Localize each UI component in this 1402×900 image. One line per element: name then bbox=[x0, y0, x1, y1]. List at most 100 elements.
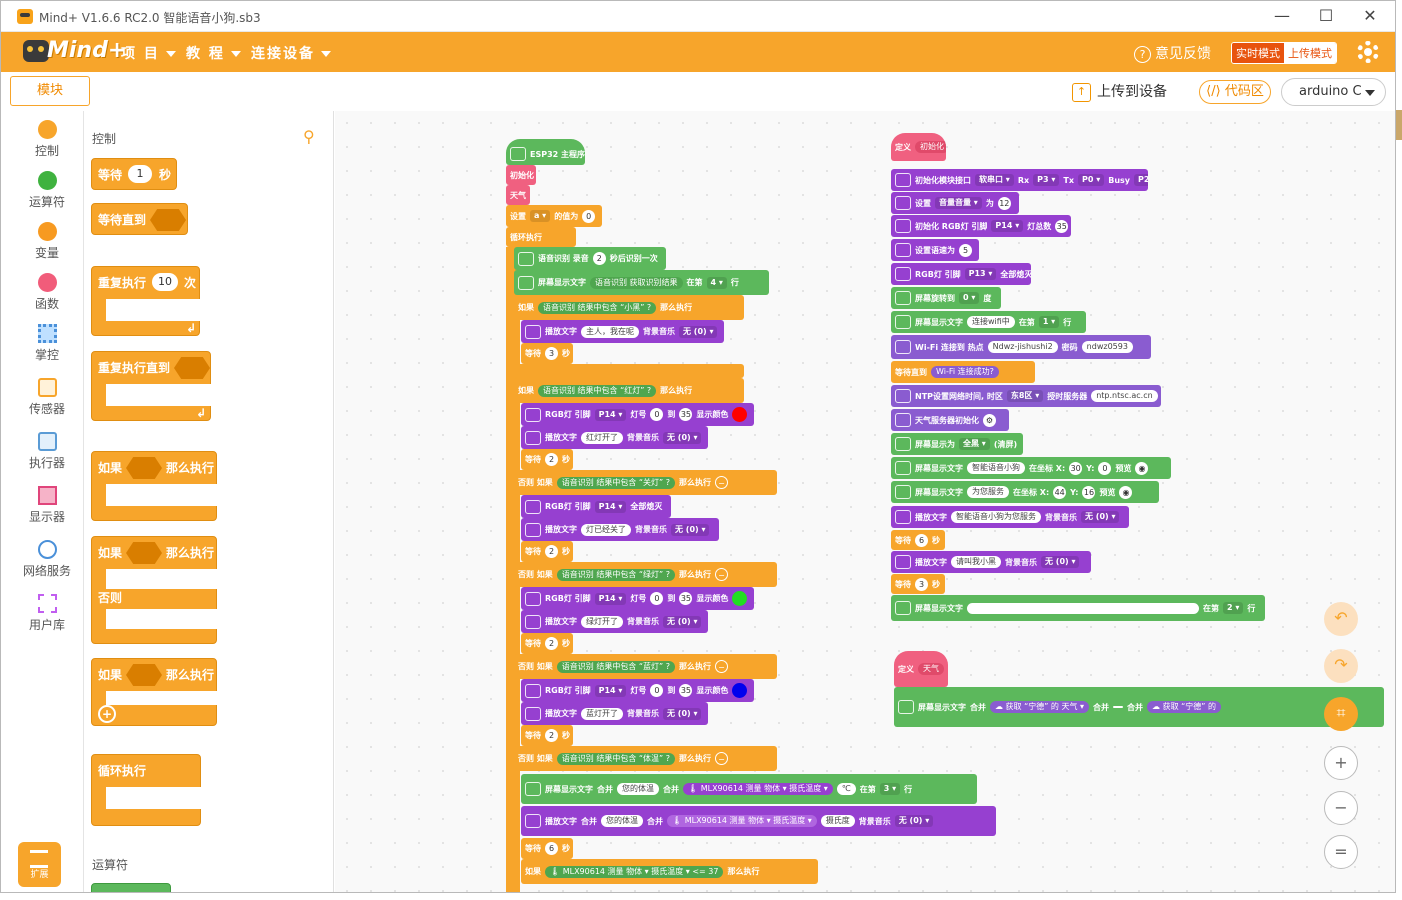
upload-to-device-button[interactable]: ↑ 上传到设备 bbox=[1072, 81, 1167, 102]
block-rgb-red[interactable]: RGB灯 引脚 P14 ▾ 灯号 0 到 35 显示颜色 bbox=[521, 403, 754, 426]
mode-switch[interactable]: 实时模式 上传模式 bbox=[1231, 42, 1337, 64]
eye-icon[interactable]: ◉ bbox=[1135, 461, 1149, 475]
color-swatch-blue[interactable] bbox=[732, 683, 748, 698]
block-wait-2c[interactable]: 等待 2 秒 bbox=[521, 633, 573, 654]
extension-button[interactable]: 扩展 bbox=[18, 842, 61, 887]
block-if-then-plus[interactable]: 如果 那么执行 + bbox=[91, 658, 218, 726]
block-say-intro[interactable]: 播放文字 智能语音小狗为您服务 背景音乐无 (0) ▾ bbox=[891, 506, 1129, 528]
block-elif-temp[interactable]: 否则 如果 语音识别 结果中包含 “体温” ? 那么执行 − bbox=[514, 746, 777, 771]
block-say-blue[interactable]: 播放文字 蓝灯开了 背景音乐无 (0) ▾ bbox=[521, 702, 708, 725]
block-wait-2d[interactable]: 等待 2 秒 bbox=[521, 725, 573, 746]
zoom-in-button[interactable]: + bbox=[1324, 746, 1358, 780]
category-actuators[interactable]: 执行器 bbox=[10, 432, 84, 471]
eye-icon[interactable]: ◉ bbox=[1119, 485, 1133, 499]
block-if-red[interactable]: 如果 语音识别 结果中包含 “红灯” ? 那么执行 bbox=[514, 378, 744, 403]
menu-project[interactable]: 项 目 bbox=[121, 43, 176, 63]
color-swatch-red[interactable] bbox=[732, 407, 748, 422]
block-elif-off[interactable]: 否则 如果 语音识别 结果中包含 “关灯” ? 那么执行 − bbox=[514, 470, 777, 495]
block-say-temp[interactable]: 播放文字 合并 您的体温 合并 🌡 MLX90614 测量 物体 ▾ 摄氏温度 ▾ 摄氏度… bbox=[521, 806, 996, 836]
block-screen-rotate[interactable]: 屏幕旋转到 0 ▾ 度 bbox=[891, 287, 1001, 309]
upload-mode-tab[interactable]: 上传模式 bbox=[1284, 43, 1336, 63]
block-set-volume[interactable]: 设置 音量音量 ▾ 为 12 bbox=[891, 192, 1019, 214]
close-button[interactable]: ✕ bbox=[1363, 6, 1377, 25]
block-wait-6b[interactable]: 等待 6 秒 bbox=[891, 530, 945, 550]
minimize-button[interactable]: — bbox=[1274, 6, 1290, 25]
device-select[interactable]: arduino C bbox=[1281, 78, 1386, 106]
block-wait-3b[interactable]: 等待 3 秒 bbox=[891, 574, 945, 594]
block-set-variable[interactable]: 设置 a ▾ 的值为 0 bbox=[506, 205, 602, 227]
menu-connect-device[interactable]: 连接设备 bbox=[251, 43, 331, 63]
block-rgb-off[interactable]: RGB灯 引脚 P14 ▾ 全部熄灭 bbox=[521, 495, 671, 518]
block-forever-loop[interactable]: 循环执行 bbox=[506, 227, 576, 247]
block-if-then[interactable]: 如果 那么执行 bbox=[91, 451, 218, 521]
block-elif-green[interactable]: 否则 如果 语音识别 结果中包含 “绿灯” ? 那么执行 − bbox=[514, 562, 777, 587]
block-esp32-main[interactable]: ESP32 主程序 bbox=[506, 139, 585, 165]
block-define-weather[interactable]: 定义 天气 bbox=[894, 651, 948, 687]
block-forever[interactable]: 循环执行 bbox=[91, 754, 202, 826]
category-operators[interactable]: 运算符 bbox=[10, 171, 84, 210]
category-functions[interactable]: 函数 bbox=[10, 273, 84, 312]
live-mode-tab[interactable]: 实时模式 bbox=[1232, 43, 1284, 63]
block-wait-2b[interactable]: 等待 2 秒 bbox=[521, 541, 573, 562]
block-if-temp-check[interactable]: 如果 🌡 MLX90614 测量 物体 ▾ 摄氏温度 ▾ <= 37 那么执行 bbox=[521, 859, 818, 884]
maximize-button[interactable]: ☐ bbox=[1318, 6, 1334, 25]
block-display-result[interactable]: 屏幕显示文字 语音识别 获取识别结果 在第 4 ▾ 行 bbox=[514, 270, 769, 295]
block-wait-until[interactable]: 等待直到 bbox=[91, 203, 188, 235]
feedback-button[interactable]: ? 意见反馈 bbox=[1134, 43, 1211, 63]
category-variables[interactable]: 变量 bbox=[10, 222, 84, 261]
block-wait-6[interactable]: 等待 6 秒 bbox=[521, 838, 573, 859]
block-operator-preview[interactable] bbox=[91, 883, 171, 892]
block-say-off[interactable]: 播放文字 灯已经关了 背景音乐无 (0) ▾ bbox=[521, 518, 719, 541]
block-define-init[interactable]: 定义 初始化 bbox=[891, 133, 946, 161]
reset-zoom-button[interactable]: = bbox=[1324, 835, 1358, 869]
undo-button[interactable]: ↶ bbox=[1324, 602, 1358, 636]
block-display-temp[interactable]: 屏幕显示文字 合并 您的体温 合并 🌡 MLX90614 测量 物体 ▾ 摄氏温度 ▾ ℃… bbox=[521, 774, 977, 804]
block-rgb-p13-off[interactable]: RGB灯 引脚 P13 ▾ 全部熄灭 bbox=[891, 263, 1031, 285]
block-if-xiaohei[interactable]: 如果 语音识别 结果中包含 “小黑” ? 那么执行 bbox=[514, 295, 744, 320]
block-init-rgb[interactable]: 初始化 RGB灯 引脚 P14 ▾ 灯总数 35 bbox=[891, 215, 1071, 237]
add-icon[interactable]: + bbox=[98, 705, 116, 723]
block-display-blank[interactable]: 屏幕显示文字 在第 2 ▾ 行 bbox=[891, 595, 1265, 621]
block-speech-record[interactable]: 语音识别 录音 2 秒后识别一次 bbox=[514, 247, 666, 270]
zoom-out-button[interactable]: − bbox=[1324, 791, 1358, 825]
pin-icon[interactable]: ⚲ bbox=[303, 127, 315, 146]
category-control[interactable]: 控制 bbox=[10, 120, 84, 159]
tab-blocks[interactable]: 模块 bbox=[10, 76, 90, 106]
block-repeat-until[interactable]: 重复执行直到 ↲ bbox=[91, 351, 212, 421]
color-swatch-green[interactable] bbox=[732, 591, 748, 606]
block-if-else[interactable]: 如果 那么执行 否则 bbox=[91, 536, 218, 644]
block-wait-2[interactable]: 等待 2 秒 bbox=[521, 449, 573, 470]
block-ntp-setup[interactable]: NTP设置网络时间, 时区 东8区 ▾ 授时服务器 ntp.ntsc.ac.cn bbox=[891, 385, 1161, 407]
category-user-library[interactable]: 用户库 bbox=[10, 594, 84, 633]
block-wait-until-wifi[interactable]: 等待直到 Wi-Fi 连接成功? bbox=[891, 361, 1035, 383]
block-call-init[interactable]: 初始化 bbox=[506, 165, 536, 185]
script-workspace[interactable]: ESP32 主程序 初始化 天气 设置 a ▾ 的值为 0 循环执行 语音识别 录音 2… bbox=[335, 111, 1395, 892]
code-area-button[interactable]: ⟨/⟩ 代码区 bbox=[1199, 80, 1271, 104]
block-rgb-green[interactable]: RGB灯 引脚 P14 ▾ 灯号 0 到 35 显示颜色 bbox=[521, 587, 754, 610]
category-display[interactable]: 显示器 bbox=[10, 486, 84, 525]
block-weather-init[interactable]: 天气服务器初始化 ⚙ bbox=[891, 409, 1009, 431]
menu-tutorial[interactable]: 教 程 bbox=[186, 43, 241, 63]
block-wait[interactable]: 等待 1 秒 bbox=[91, 158, 177, 190]
redo-button[interactable]: ↷ bbox=[1324, 649, 1358, 683]
block-wait-3[interactable]: 等待 3 秒 bbox=[521, 343, 573, 364]
block-display-wifi[interactable]: 屏幕显示文字 连接wifi中 在第 1 ▾ 行 bbox=[891, 311, 1086, 333]
block-call-weather[interactable]: 天气 bbox=[506, 185, 530, 205]
block-wifi-connect[interactable]: Wi-Fi 连接到 热点 Ndwz-jishushi2 密码 ndwz0593 bbox=[891, 335, 1151, 359]
crop-button[interactable]: ⌗ bbox=[1324, 697, 1358, 731]
block-display-serve[interactable]: 屏幕显示文字 为您服务 在坐标 X: 44 Y: 16 预览 ◉ bbox=[891, 481, 1159, 503]
block-repeat[interactable]: 重复执行 10 次 ↲ bbox=[91, 266, 201, 336]
block-display-weather[interactable]: 屏幕显示文字 合并 ☁ 获取 “宁德” 的 天气 ▾ 合并 合并 ☁ 获取 “宁德” 的 bbox=[894, 687, 1384, 727]
category-sensors[interactable]: 传感器 bbox=[10, 378, 84, 417]
block-screen-clear[interactable]: 屏幕显示为 全黑 ▾ (清屏) bbox=[891, 433, 1023, 455]
block-set-speech-rate[interactable]: 设置语速为 5 bbox=[891, 239, 979, 261]
block-rgb-blue[interactable]: RGB灯 引脚 P14 ▾ 灯号 0 到 35 显示颜色 bbox=[521, 679, 754, 702]
block-elif-blue[interactable]: 否则 如果 语音识别 结果中包含 “蓝灯” ? 那么执行 − bbox=[514, 654, 777, 679]
category-network[interactable]: 网络服务 bbox=[10, 540, 84, 579]
block-say-master[interactable]: 播放文字 主人，我在呢 背景音乐无 (0) ▾ bbox=[521, 320, 724, 343]
block-say-green[interactable]: 播放文字 绿灯开了 背景音乐无 (0) ▾ bbox=[521, 610, 708, 633]
block-say-callme[interactable]: 播放文字 请叫我小黑 背景音乐无 (0) ▾ bbox=[891, 551, 1091, 573]
block-say-red-on[interactable]: 播放文字 红灯开了 背景音乐无 (0) ▾ bbox=[521, 426, 708, 449]
category-board[interactable]: 掌控 bbox=[10, 324, 84, 363]
